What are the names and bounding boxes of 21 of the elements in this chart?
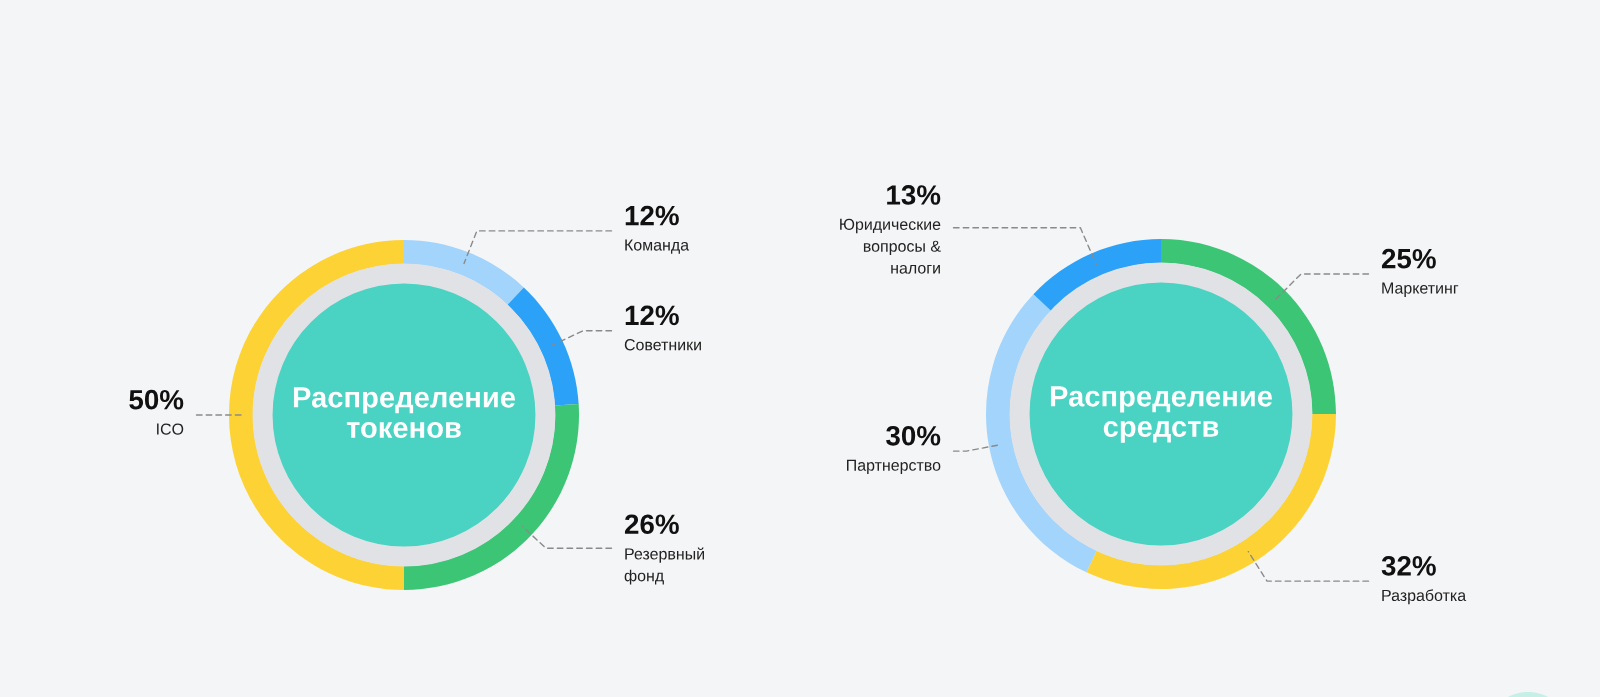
text: Распределение токенов — [293, 387, 516, 439]
slice-label: Разработка — [1382, 589, 1467, 605]
slice-label: Команда — [625, 239, 690, 254]
slice-label: Юридические вопросы & налоги — [840, 218, 941, 274]
data-label: 32% — [1381, 556, 1436, 576]
data-label: 26% — [624, 514, 679, 535]
slice-label: ICO — [157, 423, 184, 435]
data-label: 50% — [129, 389, 184, 410]
donut-slice — [404, 240, 524, 305]
slice-label: Маркетинг — [1382, 282, 1459, 297]
data-label: 12% — [625, 305, 679, 326]
data-label: 30% — [886, 425, 941, 446]
donut-slice — [1033, 239, 1161, 311]
text: Распределение средств — [1050, 386, 1273, 443]
data-label: 12% — [625, 205, 679, 226]
data-label: 13% — [887, 185, 941, 205]
data-label: 25% — [1381, 248, 1436, 269]
slice-label: Советники — [624, 339, 701, 351]
slice-label: Партнерство — [847, 459, 941, 474]
donut-slice — [1086, 414, 1336, 589]
slice-label: Резервный фонд — [624, 547, 704, 585]
